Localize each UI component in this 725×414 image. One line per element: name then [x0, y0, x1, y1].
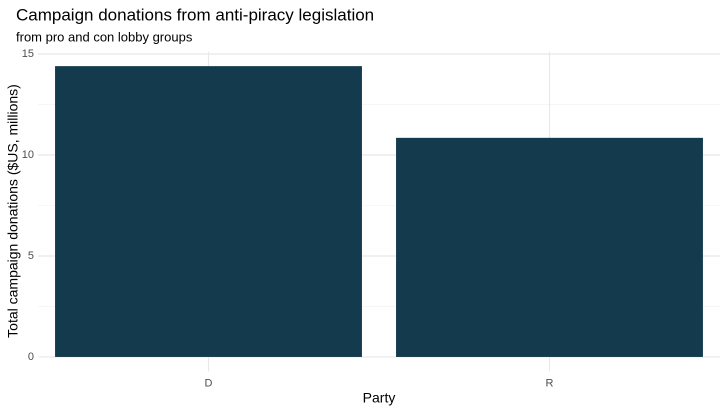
chart-subtitle: from pro and con lobby groups — [16, 29, 193, 44]
bar — [396, 137, 703, 357]
y-tick-label: 0 — [28, 351, 34, 363]
x-tick-label: D — [205, 377, 213, 389]
y-tick-label: 5 — [28, 250, 34, 262]
y-tick-label: 10 — [22, 149, 34, 161]
x-axis-label: Party — [363, 390, 396, 406]
bar — [55, 66, 362, 357]
y-tick-label: 15 — [22, 48, 34, 60]
x-tick-label: R — [546, 377, 554, 389]
y-axis-label: Total campaign donations ($US, millions) — [5, 84, 21, 338]
chart-title: Campaign donations from anti-piracy legi… — [16, 5, 374, 24]
